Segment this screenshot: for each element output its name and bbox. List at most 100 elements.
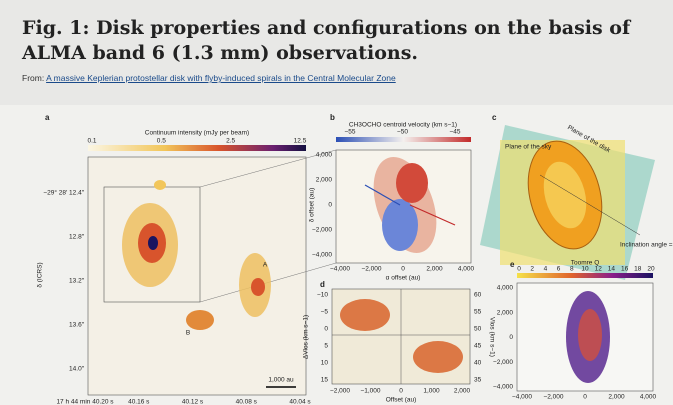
y-tick-label: 15 [321,377,329,384]
colorbar-tick: −50 [397,129,408,136]
emission [148,236,158,250]
y-tick-label: 0 [509,334,513,341]
colorbar-title: Toomre Q [571,260,600,267]
colorbar-tick: 0 [517,266,521,273]
x-axis-label: α offset (au) [386,275,421,282]
figure-title: Fig. 1: Disk properties and configuratio… [22,17,631,64]
x-tick-label: 0 [401,266,405,273]
y-tick-label: 5 [324,343,328,350]
x-tick-label: 2,000 [426,266,443,273]
x-tick-label: 2,000 [608,394,625,401]
x-tick-label: 4,000 [640,394,657,401]
y-tick-label: −4,000 [493,384,513,391]
y2-tick-label: 60 [474,292,482,299]
colorbar [88,145,306,151]
y2-tick-label: 55 [474,309,482,316]
scale-bar-label: 1,000 au [268,377,294,384]
y-tick-label: −5 [321,309,329,316]
x-tick-label: 40.16 s [128,399,150,405]
velocity-field [382,199,418,251]
emission [154,180,166,190]
source-prefix: From: [22,73,45,83]
x-tick-label: 1,000 [423,388,440,395]
zoom-box [103,186,201,303]
y-tick-label: −4,000 [312,252,332,259]
x-tick-label: 4,000 [458,266,475,273]
y-tick-label: 14.0″ [69,366,85,373]
y-tick-label: −10 [317,292,328,299]
axis-line [539,174,641,236]
colorbar-tick: 10 [581,266,589,273]
y2-tick-label: 40 [474,360,482,367]
colorbar-tick: 16 [621,266,629,273]
y-tick-label: 13.2″ [69,278,85,285]
x-axis-label: Offset (au) [386,397,417,404]
x-tick-label: −2,000 [330,388,350,395]
emission [251,278,265,296]
y-tick-label: 2,000 [316,177,333,184]
y-tick-label: 0 [328,202,332,209]
x-tick-label: 40.12 s [182,399,204,405]
source-link[interactable]: A massive Keplerian protostellar disk wi… [46,73,396,83]
panel-label: a [45,113,50,122]
y-tick-label: −29° 28′ 12.4″ [43,189,84,197]
arrow [409,204,456,226]
colorbar-tick: 0.1 [87,138,96,145]
colorbar-tick: 12 [595,266,603,273]
source-line: From: A massive Keplerian protostellar d… [22,73,396,83]
colorbar-tick: 18 [634,266,642,273]
y-tick-label: 0 [324,326,328,333]
colorbar [336,137,471,142]
colorbar-tick: 8 [570,266,574,273]
y-tick-label: 13.6″ [69,322,85,329]
colorbar-tick: 2.5 [226,138,235,145]
x-tick-label: −4,000 [512,394,532,401]
x-tick-label: 0 [583,394,587,401]
colorbar [517,273,653,278]
velocity-field [396,163,428,203]
colorbar-tick: 0.5 [157,138,166,145]
y-axis-label: δ (ICRS) [37,262,44,287]
colorbar-tick: 2 [530,266,534,273]
pv-emission [413,341,463,373]
y-tick-label: 4,000 [497,285,514,292]
x-tick-label: −2,000 [361,266,381,273]
disk-inner [543,161,587,229]
x-tick-label: 2,000 [454,388,471,395]
y2-tick-label: 35 [474,377,482,384]
y-tick-label: 4,000 [316,152,333,159]
colorbar-tick: 20 [647,266,655,273]
panel-label: b [330,113,335,122]
colorbar-title: Continuum intensity (mJy per beam) [145,130,249,137]
colorbar-tick: 6 [557,266,561,273]
x-tick-label: 17 h 44 min 40.20 s [56,399,114,405]
zoom-line [199,149,337,188]
figure: a Continuum intensity (mJy per beam) 0.1 0.… [0,105,673,405]
y2-tick-label: 50 [474,326,482,333]
map-frame [87,156,307,396]
colorbar-tick: 14 [608,266,616,273]
pv-emission [340,299,390,331]
x-tick-label: 40.04 s [289,399,311,405]
x-tick-label: −4,000 [330,266,350,273]
toomre-map [578,309,602,361]
colorbar-tick: −45 [449,129,460,136]
y-tick-label: 2,000 [497,309,514,316]
y-tick-label: −2,000 [493,359,513,366]
panel-label: e [510,260,515,269]
y-tick-label: −2,000 [312,227,332,234]
annotation: B [186,330,190,337]
y2-tick-label: 45 [474,343,482,350]
x-tick-label: 0 [399,388,403,395]
colorbar-tick: 4 [544,266,548,273]
y-tick-label: 10 [321,360,329,367]
y-axis-label: δ offset (au) [309,188,316,223]
x-tick-label: −2,000 [543,394,563,401]
y-axis-label: ΔVlos (km s−1) [303,315,310,359]
inclination-label: Inclination angle = 52.8° [620,241,673,249]
panel-label: d [320,280,325,289]
y2-axis-label: Vlos (km s−1) [488,317,495,357]
x-tick-label: 40.08 s [236,399,258,405]
colorbar-title: CH3OCHO centroid velocity (km s−1) [349,122,457,129]
